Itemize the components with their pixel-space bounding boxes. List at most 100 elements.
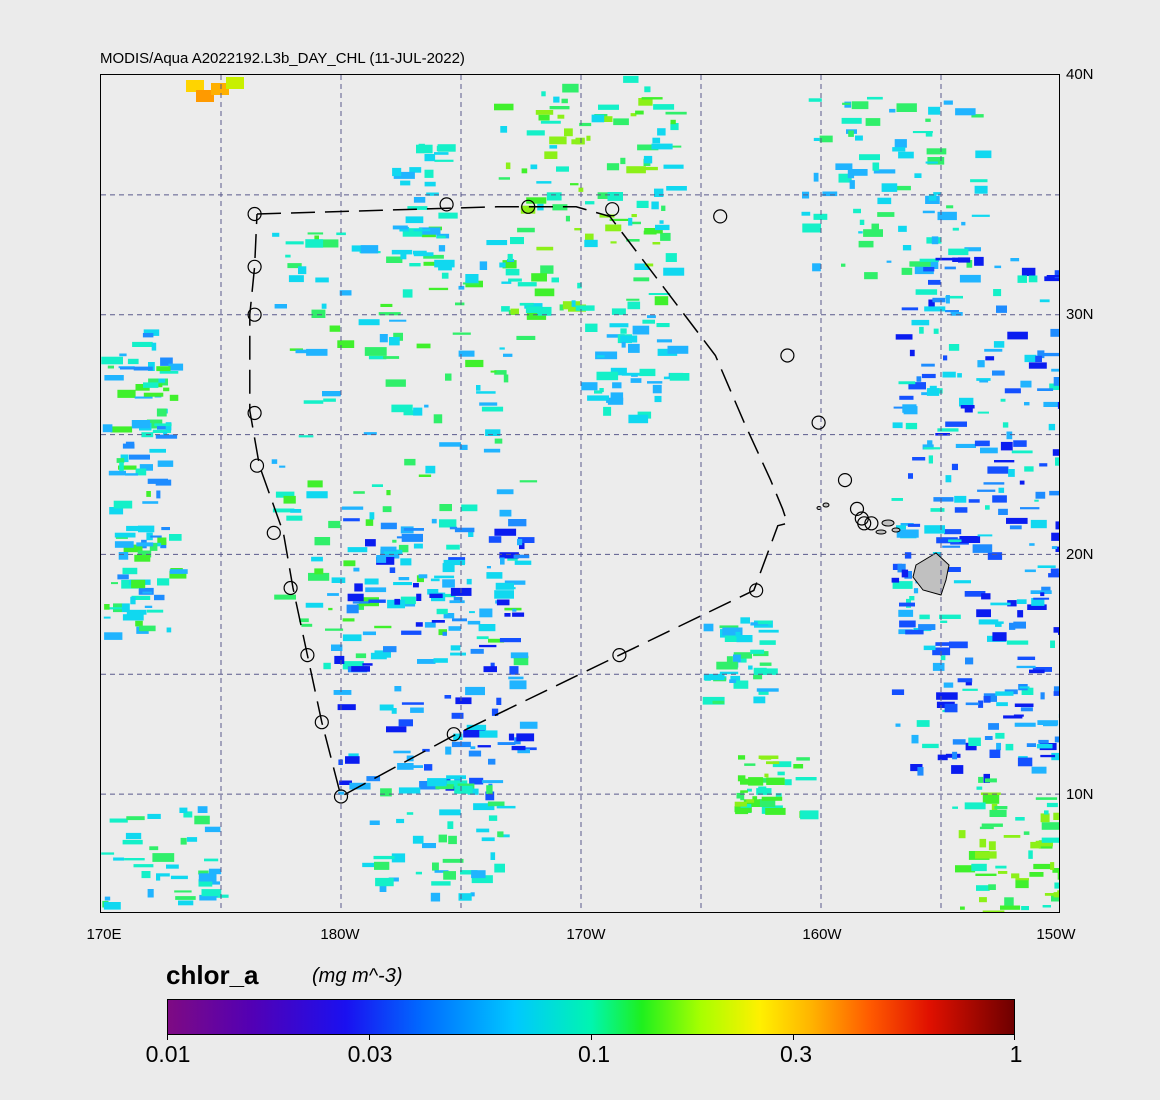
colorbar-tick	[793, 1034, 794, 1040]
chl-patch	[838, 173, 852, 183]
chl-patch	[379, 883, 387, 892]
chl-patch	[901, 307, 919, 311]
chl-patch	[130, 596, 136, 605]
chl-patch	[987, 552, 1003, 560]
station-marker	[446, 727, 461, 742]
chl-patch	[979, 897, 987, 903]
chl-patch	[994, 460, 1015, 463]
chl-patch	[907, 523, 921, 527]
chl-patch	[954, 495, 967, 503]
chl-patch	[988, 913, 995, 914]
chl-patch	[943, 355, 948, 361]
chl-patch	[526, 312, 547, 320]
lon-label-180w: 180W	[320, 926, 360, 943]
chl-patch	[274, 594, 296, 600]
chl-patch	[1023, 831, 1030, 835]
chl-patch	[431, 620, 445, 623]
chl-patch	[863, 229, 883, 237]
chl-patch	[965, 702, 980, 706]
chl-patch	[1037, 565, 1056, 568]
chl-patch	[957, 373, 962, 378]
chl-patch	[461, 504, 478, 512]
chlorophyll-map[interactable]	[100, 74, 1060, 913]
chl-patch	[889, 185, 911, 191]
chl-patch	[1019, 480, 1025, 485]
chl-patch	[577, 282, 582, 289]
chl-patch	[508, 519, 527, 527]
chl-patch	[549, 136, 567, 145]
chl-patch	[1039, 463, 1048, 467]
lon-label-170w: 170W	[566, 926, 606, 943]
chl-patch	[1040, 692, 1045, 700]
chl-patch	[119, 462, 124, 471]
chl-patch	[432, 862, 439, 871]
chl-patch	[107, 365, 114, 369]
chl-patch	[516, 733, 535, 742]
chl-patch	[501, 306, 510, 312]
chl-patch	[611, 308, 626, 315]
chl-patch	[819, 135, 833, 143]
chl-patch	[125, 832, 142, 840]
chl-patch	[902, 245, 912, 251]
chl-patch	[981, 593, 991, 600]
chl-patch	[442, 858, 464, 863]
chl-patch	[944, 529, 962, 535]
chl-patch-high	[186, 80, 204, 92]
chl-patch	[366, 776, 381, 782]
chl-patch	[910, 764, 923, 772]
chl-patch	[169, 570, 187, 579]
chl-patch	[899, 602, 915, 607]
chl-patch	[1030, 590, 1052, 594]
chl-patch	[398, 603, 416, 607]
chl-patch	[365, 539, 376, 547]
chl-patch	[342, 661, 364, 670]
chl-patch	[339, 780, 352, 785]
chl-patch	[102, 424, 113, 433]
chl-patch	[944, 567, 961, 572]
chl-patch	[398, 787, 421, 794]
chl-patch	[996, 702, 1008, 707]
chl-patch	[508, 278, 522, 282]
chl-patch	[626, 166, 646, 174]
chl-patch	[337, 704, 356, 711]
chl-patch	[620, 157, 626, 165]
chl-patch	[858, 240, 874, 248]
chl-patch	[121, 603, 130, 613]
chl-patch	[559, 304, 564, 311]
island	[816, 506, 822, 510]
chl-patch	[454, 527, 475, 533]
chl-patch	[496, 489, 514, 495]
chl-patch	[647, 381, 663, 384]
chl-patch	[919, 326, 924, 334]
chl-patch	[380, 522, 397, 530]
chl-patch	[756, 788, 772, 795]
chl-patch	[201, 889, 222, 897]
chl-patch	[1049, 490, 1059, 496]
chl-patch	[354, 583, 363, 592]
chl-patch	[400, 250, 407, 260]
chl-patch	[198, 870, 209, 875]
chl-patch	[470, 892, 475, 897]
chl-patch	[975, 873, 997, 876]
chl-patch	[808, 98, 822, 102]
chl-patch	[977, 360, 985, 368]
chl-patch	[125, 473, 138, 476]
chl-patch	[131, 579, 146, 589]
chl-patch	[499, 638, 521, 643]
chl-patch	[477, 745, 491, 748]
chl-patch	[521, 168, 528, 174]
chl-patch	[631, 214, 637, 218]
chl-patch	[964, 802, 986, 810]
chl-patch	[904, 571, 912, 579]
chl-patch	[1054, 270, 1059, 279]
chl-patch	[968, 737, 981, 746]
chl-patch	[503, 353, 513, 357]
chl-patch	[813, 213, 828, 220]
chl-patch	[470, 746, 476, 750]
chl-patch	[496, 805, 516, 809]
chl-patch	[644, 86, 651, 93]
chl-patch	[1057, 890, 1059, 896]
chl-patch	[1030, 519, 1047, 529]
chl-patch	[454, 785, 473, 794]
chl-patch	[416, 593, 422, 601]
